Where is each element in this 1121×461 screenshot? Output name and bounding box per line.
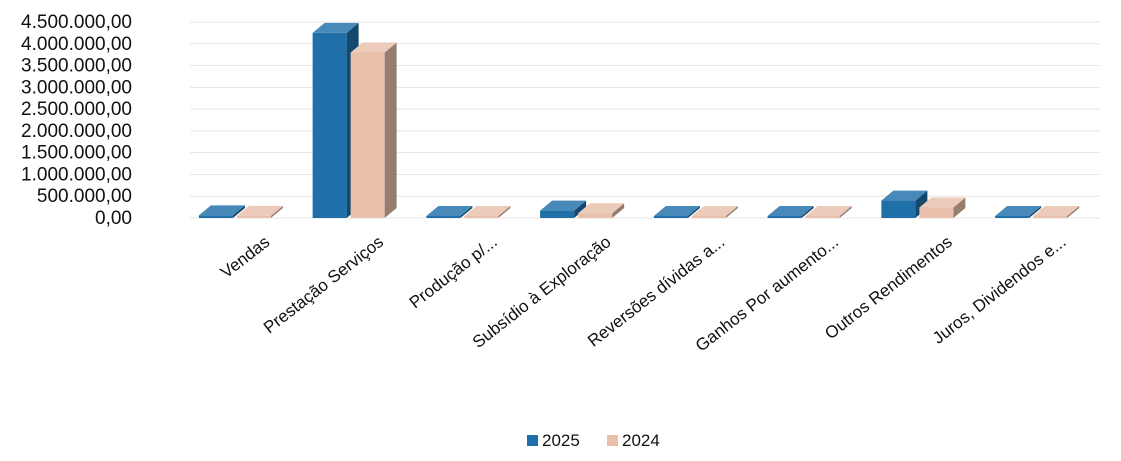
bar (919, 197, 966, 218)
y-tick-label: 1.000.000,00 (21, 164, 132, 185)
x-tick-label: Prestação Serviços (260, 232, 387, 337)
bar (236, 205, 283, 218)
bar (691, 206, 738, 218)
legend-swatch (607, 435, 618, 446)
bar (350, 42, 397, 218)
bar (767, 206, 814, 218)
bar (881, 190, 928, 218)
x-tick-label: Vendas (217, 232, 273, 282)
bar (653, 206, 700, 218)
bars (198, 22, 1080, 219)
legend-label: 2025 (542, 431, 580, 450)
bar (540, 200, 587, 218)
y-tick-label: 0,00 (95, 208, 132, 229)
y-tick-label: 2.000.000,00 (21, 121, 132, 142)
y-tick-label: 1.500.000,00 (21, 143, 132, 164)
bar (426, 206, 473, 218)
legend-swatch (527, 435, 538, 446)
y-tick-label: 3.500.000,00 (21, 56, 132, 77)
y-tick-label: 4.500.000,00 (21, 12, 132, 33)
y-tick-label: 4.000.000,00 (21, 34, 132, 55)
y-tick-label: 500.000,00 (37, 186, 132, 207)
legend: 2025 2024 (527, 431, 660, 450)
bar (805, 206, 852, 218)
legend-label: 2024 (622, 431, 660, 450)
bar (578, 203, 625, 218)
y-axis: 4.500.000,004.000.000,003.500.000,003.00… (21, 12, 132, 229)
bar (464, 206, 511, 218)
bar (995, 206, 1042, 218)
bar (1033, 206, 1080, 218)
y-tick-label: 3.000.000,00 (21, 77, 132, 98)
x-tick-label: Produção p/... (406, 232, 501, 312)
bar (198, 205, 245, 218)
y-tick-label: 2.500.000,00 (21, 99, 132, 120)
